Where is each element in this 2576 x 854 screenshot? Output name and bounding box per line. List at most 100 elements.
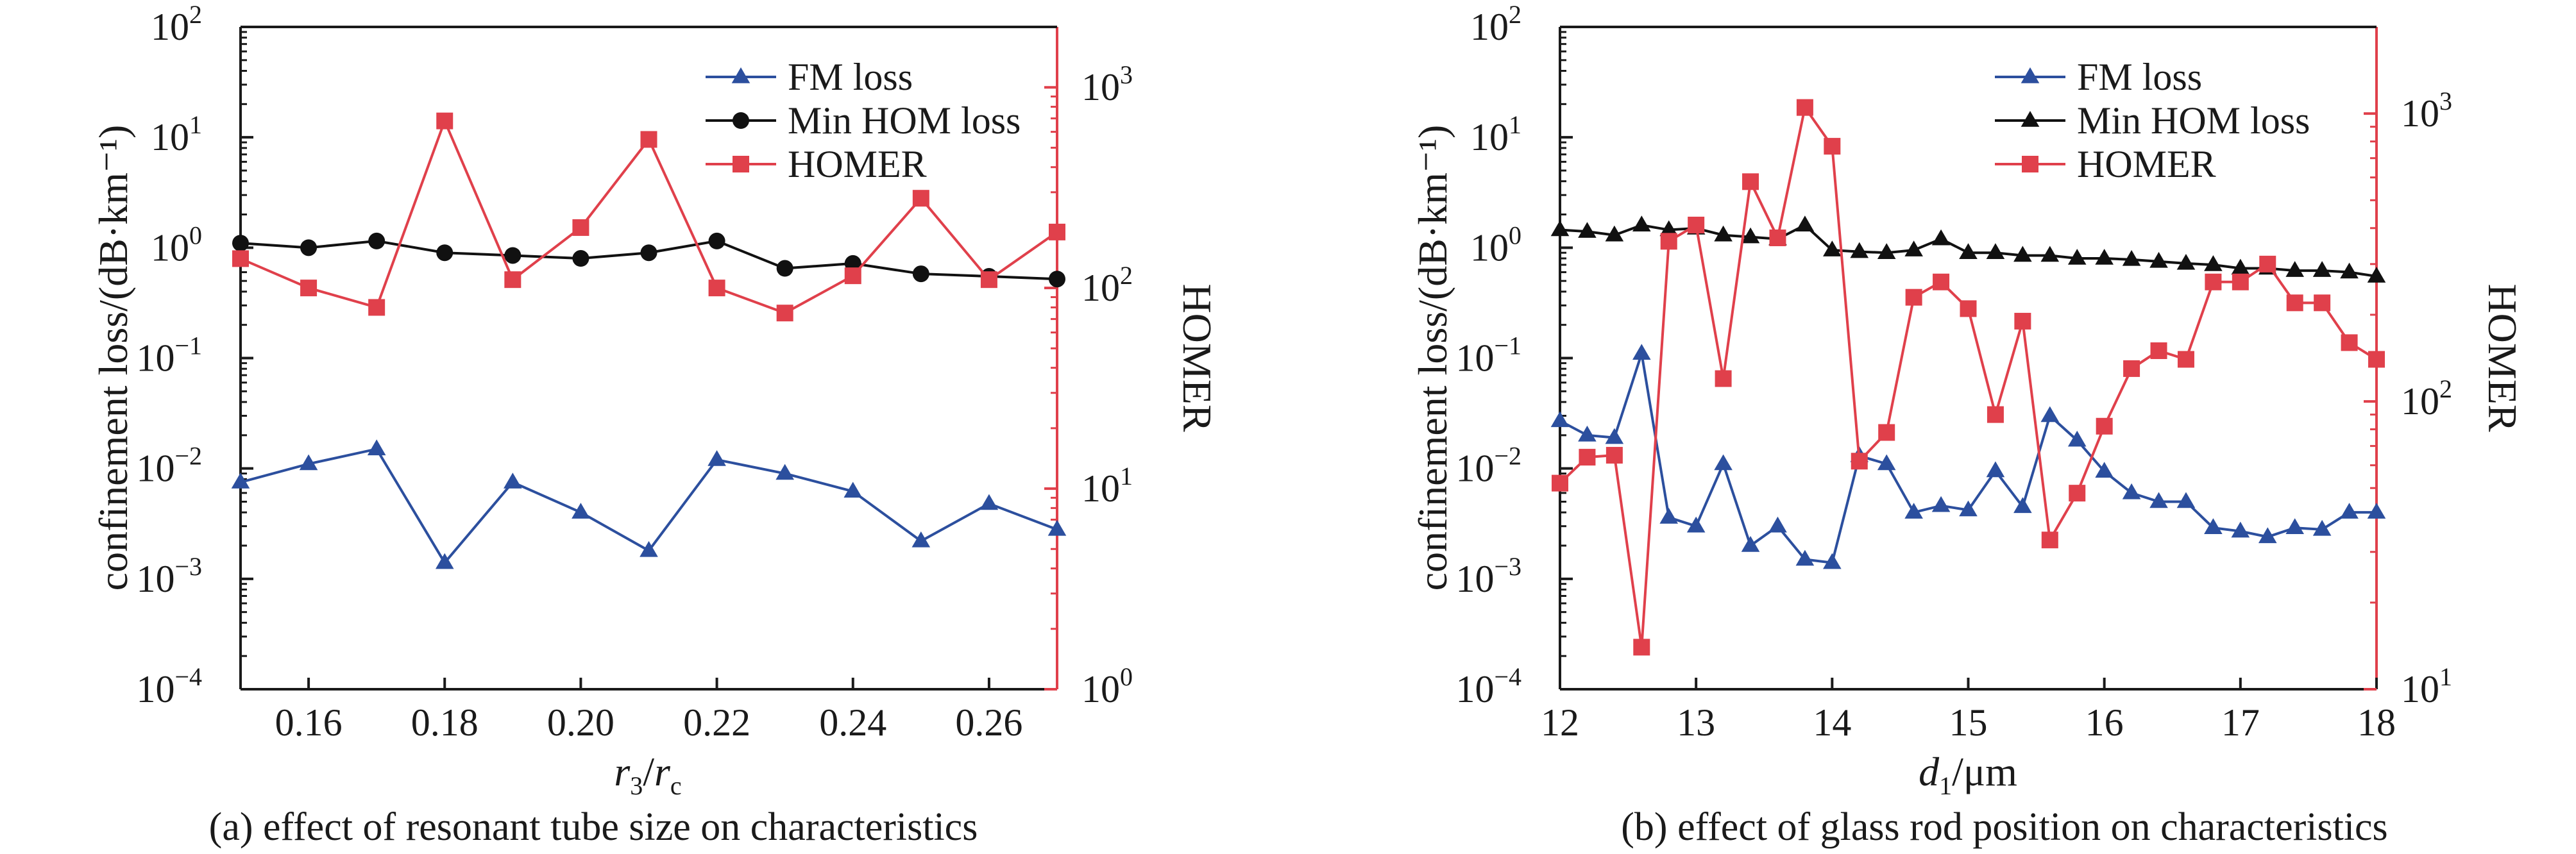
- panel-a-min-hom-loss-point: [776, 260, 793, 277]
- panel-a-ticks: 0.16 0.18 0.20 0.22 0.24 0.26 10−4 10−3 10−2 10−1…: [136, 0, 1133, 744]
- panel-b-homer-point: [2123, 360, 2140, 377]
- panel-b-y-tick-label: 10−2: [1455, 442, 1521, 490]
- panel-a-min-hom-loss-point: [504, 247, 521, 264]
- panel-b-homer-point: [1824, 138, 1841, 155]
- panel-b-min-hom-loss-point: [2122, 249, 2141, 266]
- panel-b-fm-loss-point: [1959, 500, 1978, 517]
- panel-a-min-hom-loss-point: [368, 232, 386, 249]
- panel-a-fm-loss-point: [775, 464, 794, 480]
- panel-b-homer-point: [2314, 294, 2331, 312]
- panel-b-fm-loss-point: [1795, 549, 1815, 566]
- panel-a-homer-point: [368, 299, 386, 316]
- panel-b-legend-marker-min-hom-loss: [2021, 111, 2040, 127]
- panel-b-homer-point: [2177, 351, 2194, 368]
- panel-a-y-tick-label: 10−1: [136, 331, 202, 380]
- panel-b-fm-loss-point: [2149, 492, 2168, 508]
- panel-b-fm-loss-point: [1605, 428, 1624, 444]
- panel-b-fm-loss-point: [1632, 344, 1651, 360]
- panel-a-y-tick-label: 10−2: [136, 442, 202, 490]
- panel-a-min-hom-loss-point: [232, 235, 249, 252]
- panel-b-fm-loss-point: [2204, 518, 2223, 534]
- panel-b-min-hom-loss-point: [2176, 253, 2196, 270]
- panel-b-y-tick-label: 10−3: [1455, 552, 1521, 600]
- panel-b-homer-point: [2014, 312, 2031, 330]
- panel-a-homer-point: [640, 131, 657, 148]
- panel-b-homer-point: [1769, 229, 1786, 246]
- panel-b-homer-point: [1688, 216, 1705, 233]
- panel-b-legend-marker-homer: [2022, 156, 2038, 172]
- panel-b-homer-point: [1878, 424, 1895, 441]
- panel-b-fm-loss-point: [1578, 425, 1597, 442]
- panel-a-fm-loss-point: [1047, 519, 1067, 536]
- panel-b-homer-point: [1933, 273, 1950, 290]
- panel-a-series-min-hom-loss: [232, 232, 1065, 288]
- panel-b-fm-loss-line: [1559, 353, 2377, 564]
- panel-b-x-tick-label: 17: [2221, 701, 2260, 744]
- panel-b-min-hom-loss-point: [2149, 251, 2168, 268]
- panel-b-homer-point: [1715, 370, 1732, 387]
- panel-b-fm-loss-point: [1931, 496, 1951, 512]
- panel-b-min-hom-loss-point: [1850, 242, 1869, 258]
- panel-b-fm-loss-point: [2312, 519, 2332, 536]
- panel-a-y-tick-label: 10−4: [136, 662, 202, 710]
- panel-b-homer-point: [1552, 474, 1568, 492]
- panel-a-legend-label-fm-loss: FM loss: [788, 56, 913, 98]
- panel-b-homer-point: [2096, 417, 2113, 435]
- panel-a-y2-tick-label: 100: [1081, 662, 1133, 710]
- panel-b-homer-point: [2205, 273, 2222, 290]
- panel-b-fm-loss-point: [2040, 406, 2060, 423]
- panel-a-min-hom-loss-point: [1049, 271, 1065, 288]
- panel-a-homer-point: [436, 112, 453, 130]
- panel-b-min-hom-loss-point: [2095, 249, 2114, 265]
- panel-b-homer-point: [1660, 233, 1677, 250]
- panel-a-legend-marker-fm-loss: [731, 67, 750, 83]
- panel-b-homer-point: [1987, 406, 2004, 423]
- chart-panel-a: 0.16 0.18 0.20 0.22 0.24 0.26 10−4 10−3 10−2 10−1…: [90, 0, 1220, 849]
- panel-b-y-tick-label: 100: [1470, 221, 1521, 269]
- panel-a-homer-point: [776, 305, 793, 322]
- panel-a-fm-loss-point: [299, 454, 318, 471]
- panel-b-homer-point: [2069, 485, 2086, 502]
- panel-b-fm-loss-point: [1877, 454, 1896, 471]
- panel-a-homer-point: [232, 250, 249, 267]
- panel-b-fm-loss-point: [2013, 497, 2032, 514]
- panel-b-homer-point: [1742, 173, 1759, 190]
- panel-b-homer-point: [1851, 453, 1868, 470]
- panel-b-homer-point: [2368, 351, 2385, 368]
- panel-b-x-tick-label: 14: [1813, 701, 1851, 744]
- panel-b-homer-point: [1579, 449, 1596, 466]
- panel-a-y-tick-label: 101: [151, 110, 202, 158]
- panel-a-fm-loss-point: [979, 494, 999, 510]
- panel-a-fm-loss-point: [231, 473, 250, 489]
- panel-a-legend-label-min-hom-loss: Min HOM loss: [788, 99, 1021, 142]
- panel-b-fm-loss-point: [2258, 527, 2277, 544]
- panel-a-fm-loss-point: [843, 481, 863, 498]
- panel-b-legend-label-fm-loss: FM loss: [2077, 56, 2202, 98]
- panel-a-x-tick-label: 0.18: [411, 701, 479, 744]
- panel-a-min-hom-loss-point: [708, 232, 725, 249]
- panel-b-min-hom-loss-point: [1605, 225, 1624, 242]
- panel-b-fm-loss-point: [2067, 430, 2087, 447]
- panel-a-homer-point: [844, 267, 861, 285]
- panel-a-y2-axis-label: HOMER: [1174, 283, 1220, 431]
- panel-b-min-hom-loss-point: [1741, 227, 1760, 244]
- panel-b-min-hom-loss-point: [2231, 258, 2250, 275]
- panel-a-homer-point: [300, 280, 318, 297]
- chart-panel-b: 12 13 14 15 16 17 18 10−4 10−3 10−2 10−1 100 101 102 1…: [1410, 0, 2525, 849]
- panel-b-y2-tick-label: 102: [2401, 374, 2452, 423]
- panel-a-fm-loss-point: [911, 531, 931, 548]
- panel-a-legend-marker-homer: [733, 156, 749, 172]
- panel-b-homer-point: [1960, 300, 1977, 317]
- panel-b-fm-loss-point: [1986, 461, 2005, 478]
- panel-a-fm-loss-point: [435, 553, 454, 569]
- panel-a-homer-point: [980, 271, 997, 289]
- panel-b-homer-point: [2041, 532, 2058, 549]
- panel-b-x-tick-label: 18: [2357, 701, 2396, 744]
- panel-b-min-hom-loss-point: [1877, 243, 1896, 259]
- panel-a-x-tick-label: 0.22: [683, 701, 750, 744]
- panel-b-homer-point: [2259, 255, 2276, 272]
- panel-b-homer-point: [2150, 342, 2167, 360]
- panel-b-fm-loss-point: [1550, 411, 1570, 428]
